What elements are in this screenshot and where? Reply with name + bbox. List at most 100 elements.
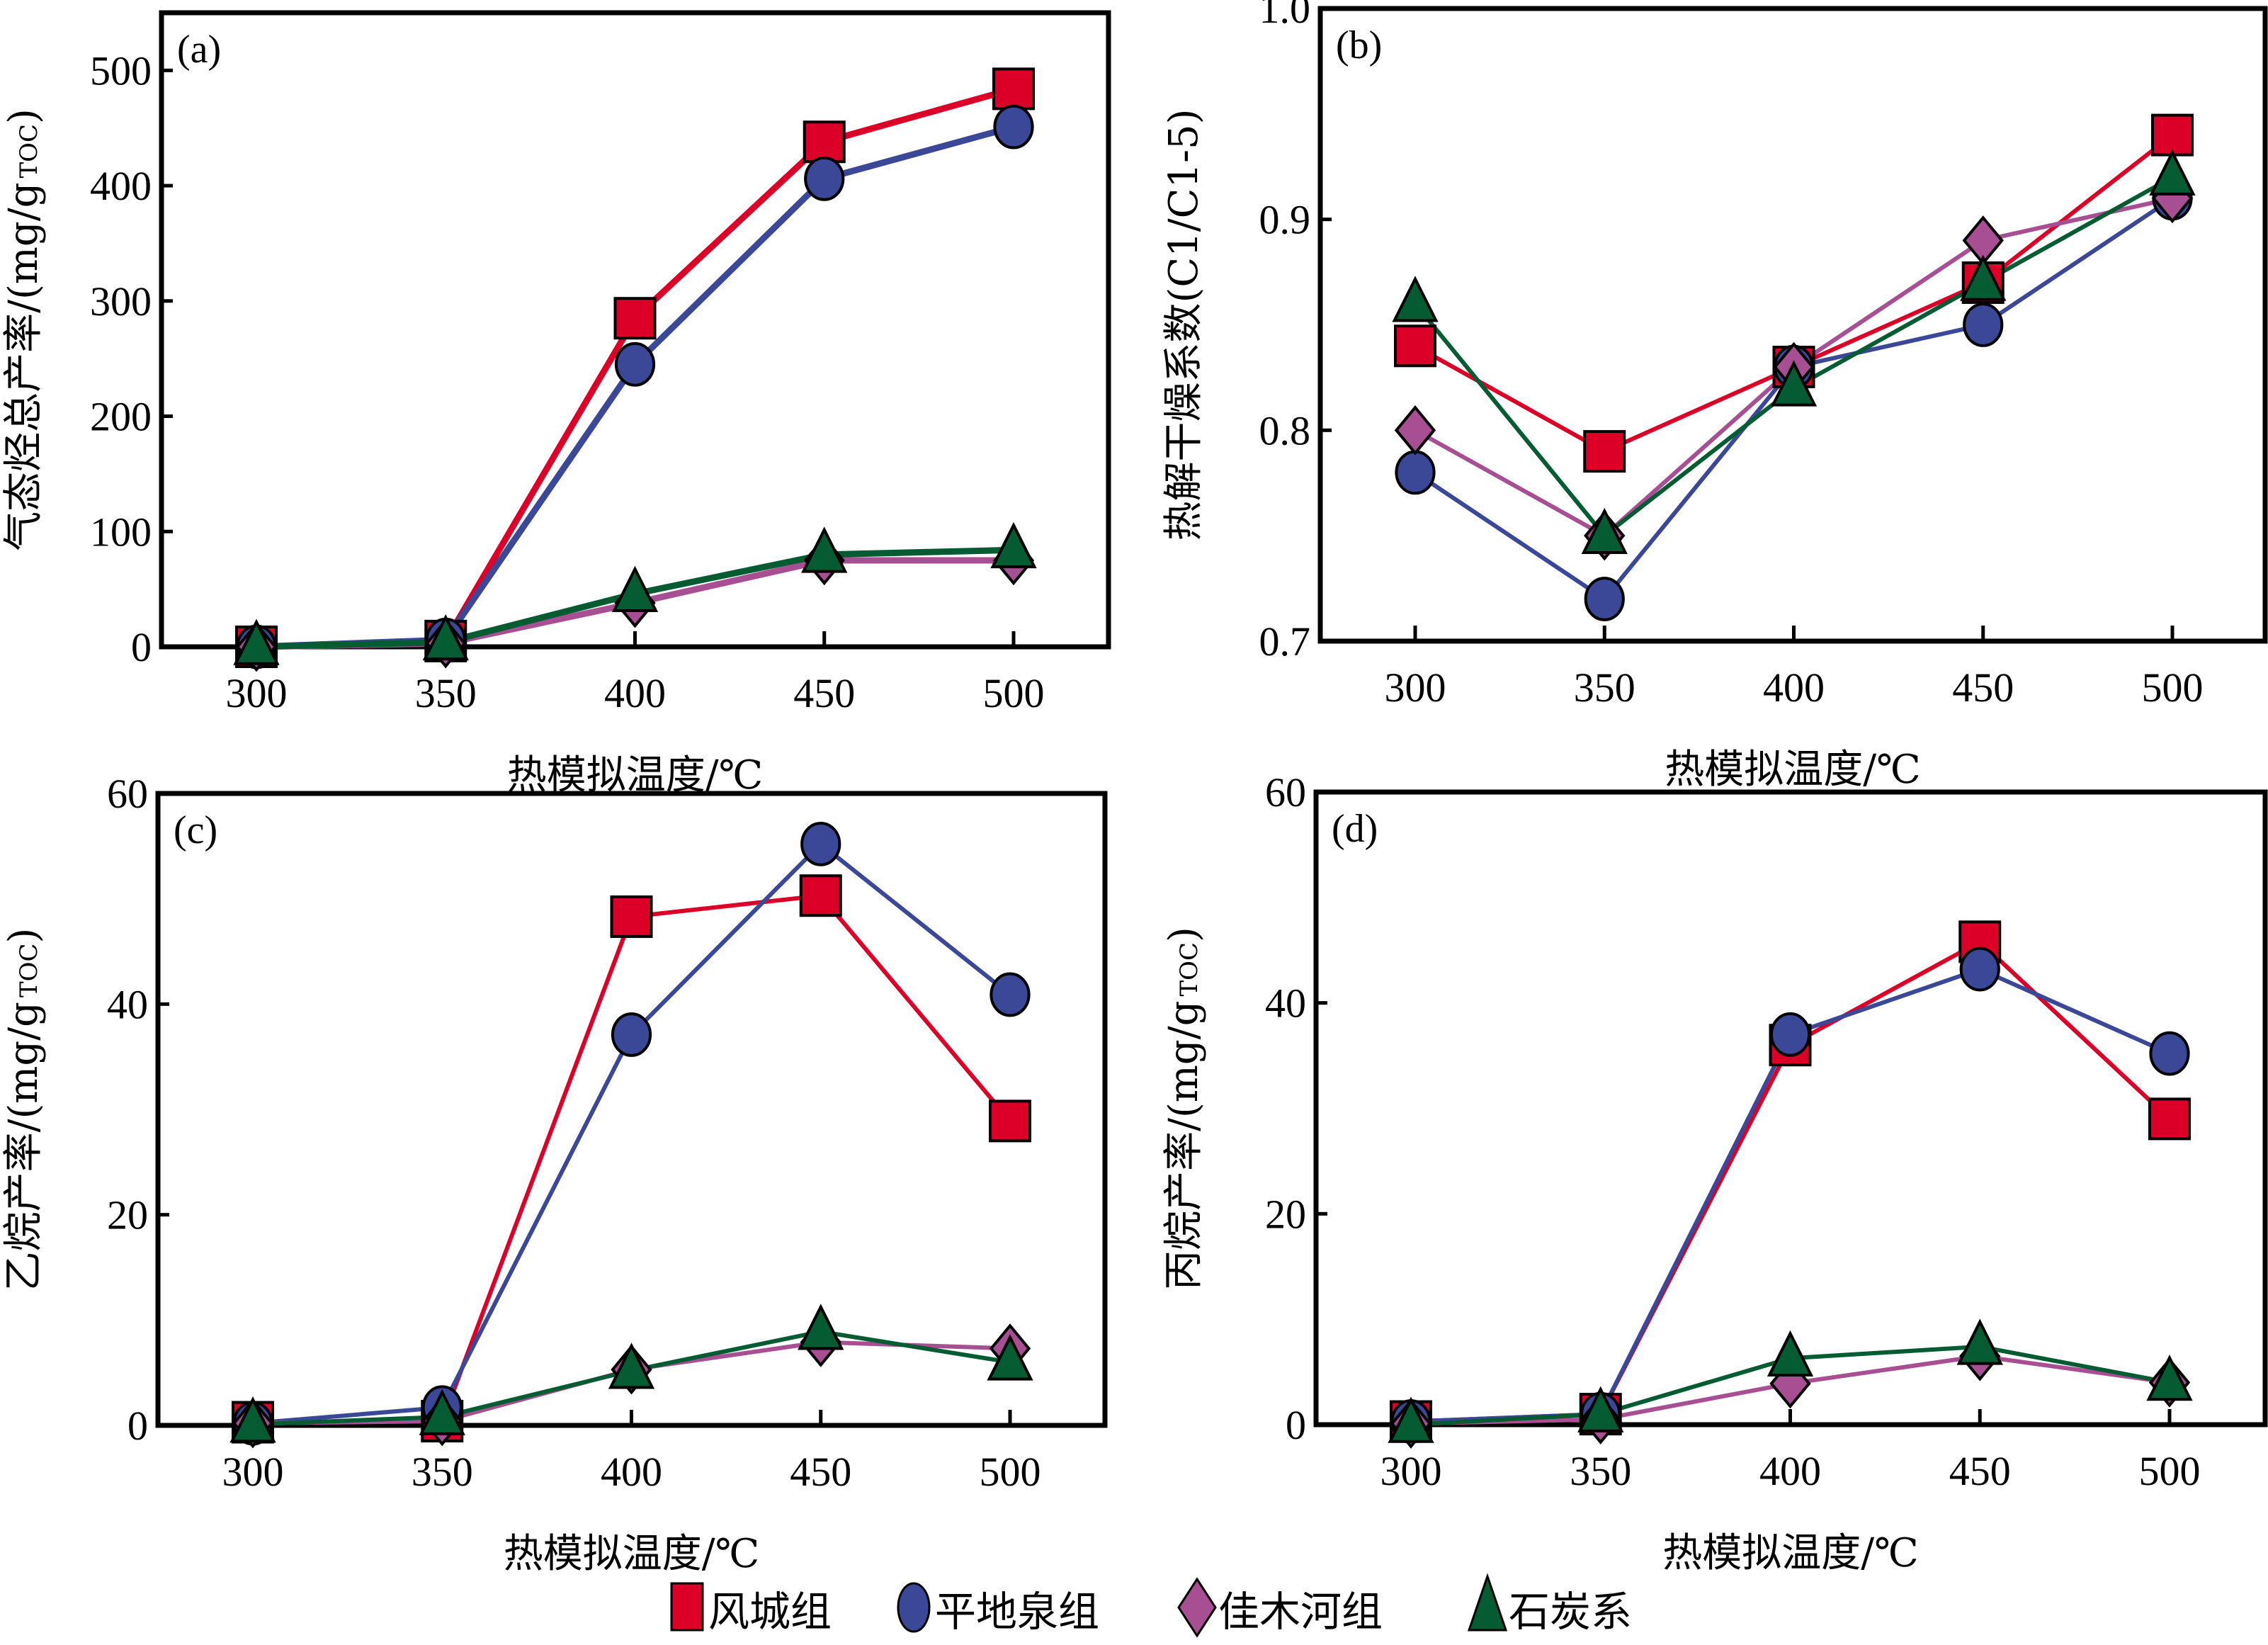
x-tick-label: 400 (1763, 665, 1825, 711)
panel-a: (a) 300 350 400 450 500 0 100 200 300 400 500 热模拟温度/… (1, 10, 1111, 798)
data-point-circle (611, 1012, 652, 1057)
data-point-circle (1959, 946, 2000, 992)
data-point-square (2148, 1097, 2191, 1141)
y-axis-title-subscript: TOC (15, 124, 43, 179)
legend-label: 平地泉组 (935, 1588, 1099, 1636)
data-point-square (2151, 113, 2194, 157)
data-point-square (803, 120, 846, 164)
x-tick-label: 500 (2142, 665, 2204, 711)
x-tick-label: 450 (1952, 665, 2014, 711)
x-tick-label: 450 (793, 670, 855, 716)
y-axis-title: 热解干燥系数(C1/C1-5) (1161, 108, 1207, 541)
y-tick-label: 0.8 (1259, 407, 1311, 453)
data-point-circle (1584, 577, 1625, 621)
x-tick-label: 350 (412, 1449, 473, 1495)
plot-frame (155, 791, 1108, 1428)
y-axis-title: 丙烷产率/(mg/gTOC) (1161, 927, 1207, 1290)
plot-frame (1313, 789, 2268, 1428)
x-tick-label: 500 (983, 670, 1045, 716)
legend-item: 平地泉组 (897, 1582, 1099, 1636)
data-point-circle (1395, 450, 1436, 495)
data-point-triangle (1577, 1386, 1624, 1432)
data-point-triangle (611, 565, 659, 612)
x-tick-label: 300 (1385, 665, 1446, 711)
data-point-circle (804, 156, 845, 201)
legend-item: 风城组 (670, 1582, 832, 1636)
x-tick-label: 300 (222, 1449, 284, 1495)
data-point-square (1583, 430, 1626, 473)
y-tick-label: 60 (107, 771, 148, 817)
legend-item: 石炭系 (1467, 1573, 1632, 1636)
data-point-triangle (1770, 360, 1818, 407)
series-markers (1392, 113, 2196, 621)
x-tick-label: 400 (604, 670, 666, 716)
legend-triangle-icon (1467, 1573, 1508, 1632)
data-point-circle (993, 104, 1034, 149)
data-point-triangle (1392, 276, 1439, 322)
y-tick-label: 1.0 (1259, 0, 1311, 32)
x-tick-label: 300 (1380, 1448, 1442, 1494)
data-point-triangle (801, 526, 848, 573)
legend-item: 佳木河组 (1177, 1577, 1383, 1638)
legend-label: 风城组 (708, 1588, 832, 1636)
y-axis-title-subscript: TOC (1175, 942, 1203, 997)
y-tick-label: 20 (1265, 1191, 1306, 1237)
y-tick-label: 500 (90, 47, 152, 94)
legend-square-icon (670, 1582, 704, 1632)
x-tick-label: 500 (980, 1449, 1041, 1495)
data-point-triangle (1388, 1396, 1434, 1443)
x-axis-title: 热模拟温度/℃ (507, 752, 764, 798)
x-tick-label: 300 (226, 670, 288, 716)
data-point-triangle (2149, 149, 2196, 196)
data-point-triangle (608, 1342, 655, 1389)
panel-b: (b) 300 350 400 450 500 0.7 0.8 0.9 1.0 热模拟温度/℃ 热解干… (1161, 0, 2268, 793)
data-point-triangle (422, 614, 469, 661)
y-tick-label: 40 (107, 981, 148, 1027)
series-markers (229, 821, 1033, 1449)
legend: 风城组 平地泉组 佳木河组 石炭系 (670, 1573, 1632, 1638)
y-tick-label: 20 (107, 1192, 148, 1238)
data-point-circle (800, 821, 841, 866)
data-point-triangle (990, 521, 1037, 569)
plot-frame (1317, 6, 2268, 644)
x-tick-label: 350 (1570, 1448, 1631, 1494)
x-axis-title: 热模拟温度/℃ (1665, 747, 1921, 793)
data-point-triangle (419, 1389, 465, 1435)
x-axis-title: 热模拟温度/℃ (504, 1531, 760, 1577)
y-tick-label: 40 (1265, 980, 1306, 1027)
panel-label: (c) (174, 808, 217, 852)
y-axis-title: 气态烃总产率/(mg/gTOC) (1, 108, 47, 551)
y-tick-label: 200 (90, 394, 152, 440)
data-point-triangle (1581, 507, 1628, 554)
y-axis-title: 乙烷产率/(mg/gTOC) (1, 928, 47, 1291)
data-point-triangle (1767, 1330, 1814, 1377)
y-axis-title-end: ) (1161, 927, 1207, 942)
data-point-diamond (1394, 405, 1436, 456)
y-tick-label: 0 (1286, 1402, 1306, 1448)
legend-label: 佳木河组 (1218, 1588, 1383, 1636)
y-tick-label: 0.7 (1259, 618, 1311, 665)
data-point-circle (614, 341, 656, 387)
x-axis-title: 热模拟温度/℃ (1662, 1530, 1919, 1576)
data-point-triangle (2146, 1354, 2193, 1401)
legend-label: 石炭系 (1509, 1588, 1632, 1636)
y-tick-label: 0 (131, 624, 152, 670)
data-point-square (989, 1100, 1031, 1143)
data-point-circle (990, 972, 1031, 1017)
series-markers (233, 67, 1037, 672)
y-tick-label: 300 (90, 278, 152, 324)
y-tick-label: 60 (1265, 769, 1306, 815)
y-axis-title-end: ) (1, 108, 47, 124)
y-tick-label: 0.9 (1259, 197, 1311, 243)
data-point-square (1394, 324, 1436, 368)
panel-label: (b) (1336, 23, 1382, 67)
y-axis-title-subscript: TOC (15, 943, 43, 997)
data-point-triangle (798, 1304, 844, 1350)
data-point-triangle (987, 1334, 1033, 1381)
panel-label: (d) (1332, 807, 1378, 851)
y-tick-label: 400 (90, 163, 152, 209)
x-tick-label: 400 (601, 1449, 662, 1495)
panel-c: (c) 300 350 400 450 500 0 20 40 60 热模拟温度/℃ 乙烷产率/(mg… (1, 771, 1108, 1577)
data-point-square (799, 874, 842, 917)
